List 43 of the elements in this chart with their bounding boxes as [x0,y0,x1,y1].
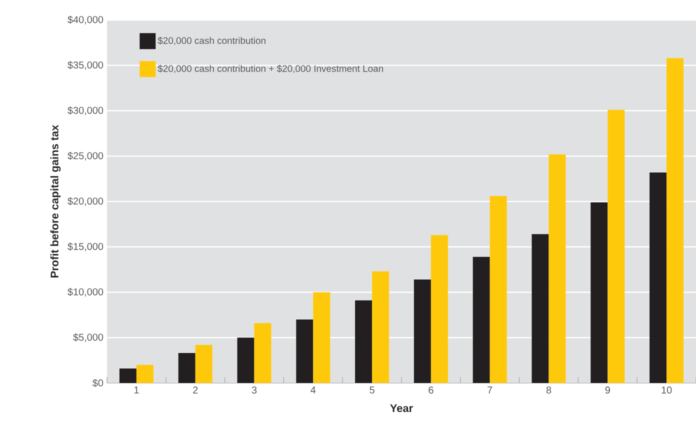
y-tick-label: $35,000 [68,61,104,70]
legend-label: $20,000 cash contribution + $20,000 Investment Loan [158,64,383,74]
bar [178,353,196,383]
x-tick-label: 9 [605,386,610,394]
x-tick-label: 2 [193,386,198,394]
x-tick-label: 3 [252,386,257,394]
x-tick-label: 4 [310,386,316,394]
bar [355,300,372,383]
bar [548,154,566,383]
x-axis-title: Year [390,404,413,412]
bar [119,368,136,383]
bar [254,323,272,383]
bar [608,110,625,383]
bar [414,280,431,383]
bar [650,172,667,383]
bar [590,202,608,383]
bar [136,364,154,383]
x-tick-label: 1 [134,386,139,394]
y-tick-label: $10,000 [68,288,104,297]
legend-label: $20,000 cash contribution [158,36,266,46]
bar [532,234,549,383]
y-tick-label: $0 [92,378,104,388]
bar [195,344,212,383]
bar [237,338,254,383]
y-tick-label: $20,000 [68,197,104,206]
x-tick-label: 7 [488,386,492,394]
y-tick-label: $15,000 [68,242,104,252]
bar [372,271,390,383]
y-tick-label: $5,000 [73,333,104,342]
y-tick-label: $25,000 [68,152,104,160]
x-tick-label: 10 [662,386,672,394]
bar [472,256,490,383]
bar [313,292,330,383]
bar [296,319,314,383]
bar [430,235,448,383]
y-tick-label: $40,000 [68,16,104,24]
y-axis-title: Profit before capital gains tax [50,124,61,278]
bar [666,58,684,383]
x-tick-label: 5 [370,386,374,394]
y-tick-label: $30,000 [68,106,104,116]
bar [490,196,507,383]
x-tick-label: 6 [428,386,434,394]
x-tick-label: 8 [546,386,552,394]
